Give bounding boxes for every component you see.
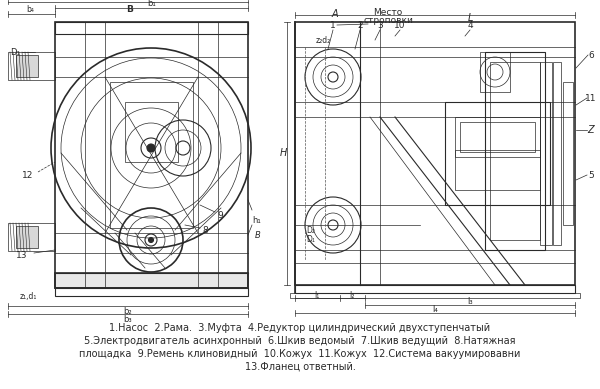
Text: b₂: b₂ — [124, 307, 133, 315]
Bar — [290, 293, 580, 298]
Text: L: L — [467, 13, 473, 23]
Text: площадка  9.Ремень клиновидный  10.Кожух  11.Кожух  12.Система вакуумировавни: площадка 9.Ремень клиновидный 10.Кожух 1… — [79, 349, 521, 359]
Text: 13: 13 — [16, 251, 28, 259]
Text: z₁,d₁: z₁,d₁ — [19, 291, 37, 300]
Text: 13.Фланец ответный.: 13.Фланец ответный. — [245, 362, 355, 372]
Text: 1: 1 — [330, 21, 336, 30]
Text: l₂: l₂ — [349, 291, 355, 300]
Text: 11: 11 — [585, 93, 597, 102]
Circle shape — [149, 238, 154, 242]
Text: A: A — [332, 9, 338, 19]
Text: строповки: строповки — [363, 16, 413, 25]
Bar — [55, 288, 248, 296]
Text: z₂d₂: z₂d₂ — [316, 35, 331, 44]
Text: 8: 8 — [202, 226, 208, 235]
Text: 2: 2 — [357, 21, 363, 30]
Bar — [55, 273, 248, 288]
Text: 5: 5 — [588, 170, 594, 179]
Bar — [563, 82, 573, 225]
Text: Z: Z — [587, 125, 595, 135]
Bar — [540, 62, 552, 245]
Bar — [445, 102, 550, 205]
Text: b₄: b₄ — [26, 5, 34, 14]
Bar — [485, 52, 545, 250]
Text: 6: 6 — [588, 51, 594, 60]
Bar — [553, 62, 561, 245]
Text: D₂: D₂ — [307, 226, 316, 235]
Text: l₁: l₁ — [314, 291, 320, 300]
Text: h₁: h₁ — [253, 216, 262, 224]
Text: 9: 9 — [217, 210, 223, 219]
Bar — [295, 285, 575, 293]
Bar — [480, 52, 510, 92]
Text: 1.Насос  2.Рама.  3.Муфта  4.Редуктор цилиндрический двухступенчатый: 1.Насос 2.Рама. 3.Муфта 4.Редуктор цилин… — [109, 323, 491, 333]
Text: l₄: l₄ — [432, 305, 438, 314]
Bar — [490, 62, 540, 240]
Bar — [460, 122, 535, 152]
Text: b₃: b₃ — [124, 314, 133, 324]
Text: l₃: l₃ — [467, 298, 473, 307]
Bar — [295, 22, 575, 285]
Bar — [455, 117, 540, 157]
Text: Место: Место — [373, 7, 403, 16]
Bar — [125, 102, 178, 162]
Text: D₁: D₁ — [10, 47, 20, 56]
Text: H: H — [280, 148, 287, 158]
Text: b₁: b₁ — [147, 0, 156, 7]
Bar — [8, 223, 55, 251]
Text: 4: 4 — [467, 21, 473, 30]
Text: 10: 10 — [394, 21, 406, 30]
Bar — [110, 82, 193, 228]
Circle shape — [147, 144, 155, 152]
Bar — [8, 52, 55, 80]
Text: B: B — [127, 5, 133, 14]
Bar — [16, 55, 38, 77]
Text: 5.Электродвигатель асинхронный  6.Шкив ведомый  7.Шкив ведущий  8.Натяжная: 5.Электродвигатель асинхронный 6.Шкив ве… — [84, 336, 516, 346]
Text: 12: 12 — [22, 170, 34, 179]
Text: B: B — [255, 231, 261, 240]
Bar — [55, 22, 248, 34]
Bar — [455, 150, 540, 190]
Bar — [16, 226, 38, 248]
Text: 3: 3 — [377, 21, 383, 30]
Text: D₁: D₁ — [307, 235, 316, 244]
Bar — [55, 22, 248, 288]
